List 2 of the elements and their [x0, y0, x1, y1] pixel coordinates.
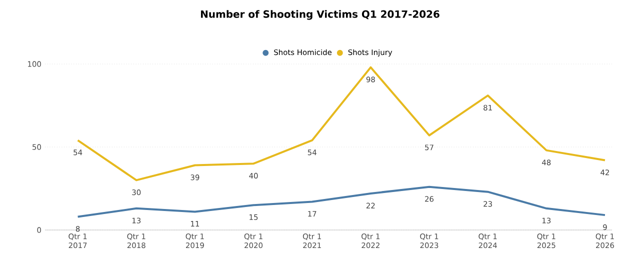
chart-title: Number of Shooting Victims Q1 2017-2026 [201, 10, 440, 20]
line-series [76, 186, 606, 218]
